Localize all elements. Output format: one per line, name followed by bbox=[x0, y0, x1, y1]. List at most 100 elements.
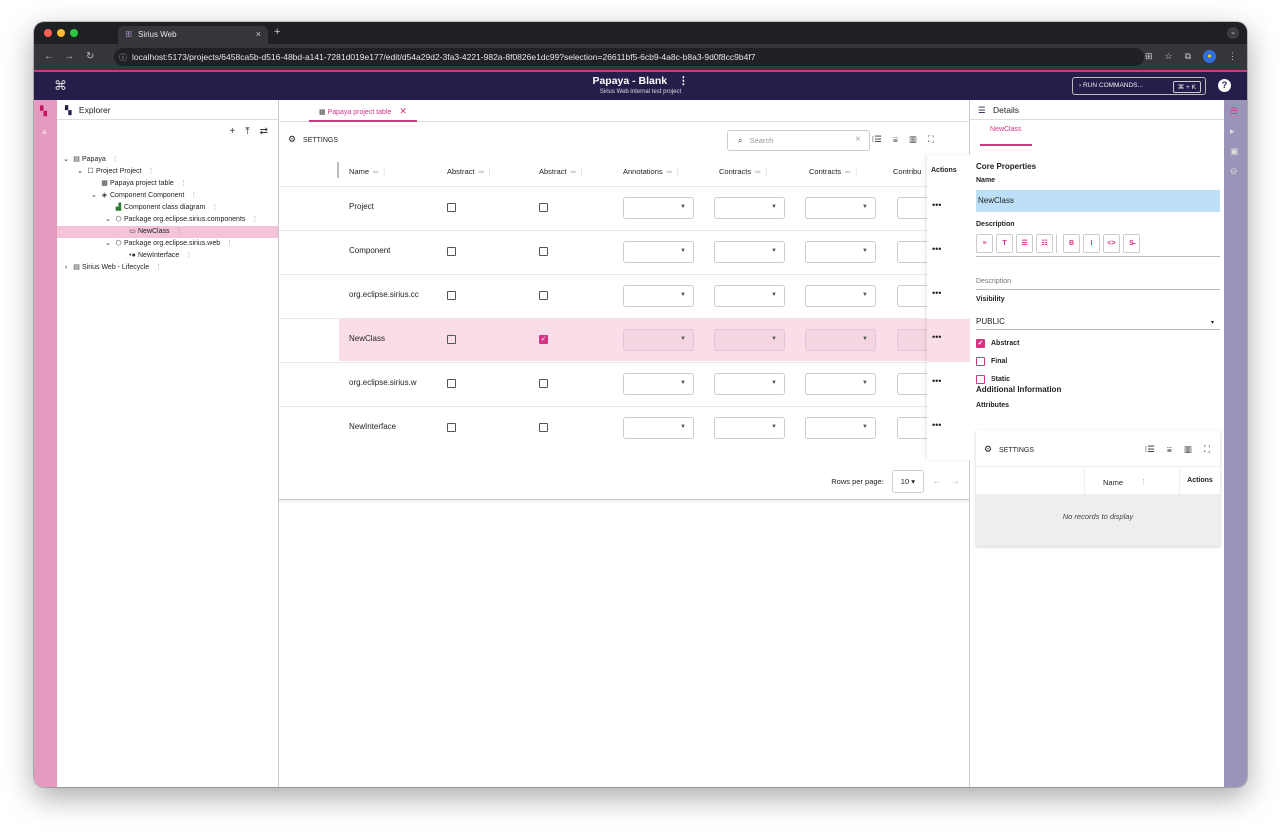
fullscreen-icon[interactable]: ⛶ bbox=[928, 134, 934, 144]
cell-select[interactable] bbox=[897, 285, 927, 307]
abstract-checkbox[interactable] bbox=[447, 335, 456, 344]
name-field[interactable]: NewClass bbox=[976, 190, 1220, 212]
maximize-window-button[interactable] bbox=[70, 29, 78, 37]
cell-select[interactable]: ▼ bbox=[623, 417, 694, 439]
abstract-checkbox[interactable] bbox=[447, 291, 456, 300]
row-name-cell[interactable]: NewInterface bbox=[349, 422, 397, 431]
column-header[interactable]: Annotations ═ ⋮ bbox=[623, 167, 682, 176]
cell-select[interactable]: ▼ bbox=[623, 373, 694, 395]
filter-icon[interactable]: ⩸ bbox=[1166, 444, 1173, 454]
code-icon[interactable]: <> bbox=[1103, 234, 1120, 253]
cell-select[interactable]: ▼ bbox=[714, 373, 785, 395]
columns-icon[interactable]: ▥ bbox=[909, 134, 918, 144]
tab-papaya-project-table[interactable]: ▦ Papaya project table ✕ bbox=[309, 100, 417, 122]
bulleted-list-icon[interactable]: ☰ bbox=[1016, 234, 1033, 253]
cell-select[interactable]: ▼ bbox=[714, 417, 785, 439]
cell-select[interactable]: ▼ bbox=[805, 417, 876, 439]
related-elements-icon[interactable]: ▣ bbox=[1230, 146, 1239, 156]
forward-arrow-icon[interactable]: → bbox=[64, 51, 74, 62]
density-icon[interactable]: ⁝☰ bbox=[1144, 444, 1155, 454]
column-header[interactable]: Actions bbox=[931, 167, 957, 174]
numbered-list-icon[interactable]: ☷ bbox=[1036, 234, 1053, 253]
abstract-checkbox[interactable] bbox=[447, 247, 456, 256]
column-menu-icon[interactable]: ═ ⋮ bbox=[755, 167, 771, 176]
row-actions-menu-icon[interactable]: ••• bbox=[932, 200, 942, 210]
rows-per-page-select[interactable]: 10 ▾ bbox=[891, 470, 924, 493]
column-header[interactable]: Abstract ═ ⋮ bbox=[539, 167, 585, 176]
tree-item-menu-icon[interactable]: ⋮ bbox=[190, 192, 198, 199]
translate-icon[interactable]: ⊞ bbox=[1144, 51, 1153, 61]
site-info-icon[interactable]: ⓘ bbox=[119, 53, 127, 62]
checkbox-box[interactable] bbox=[976, 357, 985, 366]
expand-toggle-icon[interactable]: › bbox=[64, 264, 68, 271]
back-arrow-icon[interactable]: ← bbox=[44, 51, 54, 62]
column-menu-icon[interactable]: ═ ⋮ bbox=[478, 167, 494, 176]
row-actions-menu-icon[interactable]: ••• bbox=[932, 376, 942, 386]
column-menu-icon[interactable]: ═ ⋮ bbox=[666, 167, 682, 176]
cell-select[interactable] bbox=[897, 197, 927, 219]
column-menu-icon[interactable]: ═ ⋮ bbox=[845, 167, 861, 176]
column-menu-icon[interactable]: ⋮ bbox=[1140, 479, 1147, 486]
cell-select[interactable]: ▼ bbox=[623, 329, 694, 351]
upload-icon[interactable]: ⤒ bbox=[245, 126, 250, 137]
attributes-name-column[interactable]: Name bbox=[1103, 478, 1124, 487]
sirius-logo-icon[interactable]: ⌘ bbox=[54, 78, 67, 93]
clear-search-icon[interactable]: × bbox=[855, 134, 861, 145]
cell-select[interactable] bbox=[897, 329, 927, 351]
help-icon[interactable]: ? bbox=[1218, 79, 1231, 92]
new-tab-button[interactable]: + bbox=[274, 26, 281, 38]
next-page-icon[interactable]: → bbox=[950, 476, 960, 487]
sync-selection-icon[interactable]: ⇄ bbox=[259, 126, 268, 137]
tree-item-menu-icon[interactable]: ⋮ bbox=[185, 252, 193, 259]
filter-icon[interactable]: ⩸ bbox=[892, 134, 899, 144]
column-resize-handle[interactable] bbox=[337, 162, 339, 178]
expand-toggle-icon[interactable]: ⌄ bbox=[105, 240, 111, 247]
column-header[interactable]: Contribu bbox=[893, 167, 921, 176]
abstract-checkbox[interactable] bbox=[447, 423, 456, 432]
link-icon[interactable]: ⊖ bbox=[1230, 166, 1238, 176]
close-tab-icon[interactable]: × bbox=[255, 29, 261, 39]
cell-select[interactable]: ▼ bbox=[805, 241, 876, 263]
checkbox-static[interactable]: Static bbox=[976, 375, 1010, 384]
expand-toggle-icon[interactable]: ⌄ bbox=[91, 192, 97, 199]
row-actions-menu-icon[interactable]: ••• bbox=[932, 288, 942, 298]
italic-icon[interactable]: I bbox=[1083, 234, 1100, 253]
tree-item[interactable]: ▦ Papaya project table ⋮ bbox=[57, 178, 278, 190]
row-name-cell[interactable]: org.eclipse.sirius.w bbox=[349, 378, 417, 387]
url-field[interactable]: ⓘ localhost:5173/projects/6458ca5b-d516-… bbox=[114, 48, 1144, 66]
abstract-checkbox[interactable] bbox=[447, 379, 456, 388]
checkbox-box[interactable]: ✓ bbox=[976, 339, 985, 348]
column-header[interactable]: Abstract ═ ⋮ bbox=[447, 167, 493, 176]
abstract-checkbox[interactable] bbox=[539, 379, 548, 388]
expand-toggle-icon[interactable]: ⌄ bbox=[77, 168, 83, 175]
abstract-checkbox[interactable]: ✓ bbox=[539, 335, 548, 344]
bold-icon[interactable]: B bbox=[1063, 234, 1080, 253]
tree-item[interactable]: ⌄ ⬡ Package org.eclipse.sirius.components ⋮ bbox=[57, 214, 278, 226]
attributes-settings-button[interactable]: ⚙ SETTINGS bbox=[984, 444, 1034, 455]
tree-item[interactable]: ⌄ ◈ Component Component ⋮ bbox=[57, 190, 278, 202]
abstract-checkbox[interactable] bbox=[539, 247, 548, 256]
expand-toggle-icon[interactable]: ⌄ bbox=[63, 156, 69, 163]
row-name-cell[interactable]: Component bbox=[349, 246, 391, 255]
column-header[interactable]: Name ═ ⋮ bbox=[349, 167, 388, 176]
tree-item-menu-icon[interactable]: ⋮ bbox=[175, 228, 183, 235]
tree-item[interactable]: ⌄ ⬡ Package org.eclipse.sirius.web ⋮ bbox=[57, 238, 278, 250]
abstract-checkbox[interactable] bbox=[539, 203, 548, 212]
tree-item-menu-icon[interactable]: ⋮ bbox=[111, 156, 119, 163]
column-menu-icon[interactable]: ═ ⋮ bbox=[570, 167, 586, 176]
checkbox-final[interactable]: Final bbox=[976, 357, 1007, 366]
fullscreen-icon[interactable]: ⛶ bbox=[1204, 444, 1210, 454]
cell-select[interactable]: ▼ bbox=[805, 329, 876, 351]
close-tab-icon[interactable]: ✕ bbox=[399, 106, 407, 116]
paragraph-icon[interactable]: ≡ bbox=[976, 234, 993, 253]
row-name-cell[interactable]: org.eclipse.sirius.cc bbox=[349, 290, 419, 299]
browser-tab[interactable]: ꕥ Sirius Web × bbox=[118, 26, 268, 44]
cell-select[interactable]: ▼ bbox=[623, 197, 694, 219]
column-header[interactable]: Contracts ═ ⋮ bbox=[719, 167, 770, 176]
chevron-down-icon[interactable]: ▾ bbox=[1210, 320, 1214, 326]
cell-select[interactable]: ▼ bbox=[714, 197, 785, 219]
cell-select[interactable]: ▼ bbox=[623, 285, 694, 307]
row-name-cell[interactable]: Project bbox=[349, 202, 374, 211]
tree-item[interactable]: •● NewInterface ⋮ bbox=[57, 250, 278, 262]
validation-view-icon[interactable]: ▲ bbox=[40, 126, 49, 136]
